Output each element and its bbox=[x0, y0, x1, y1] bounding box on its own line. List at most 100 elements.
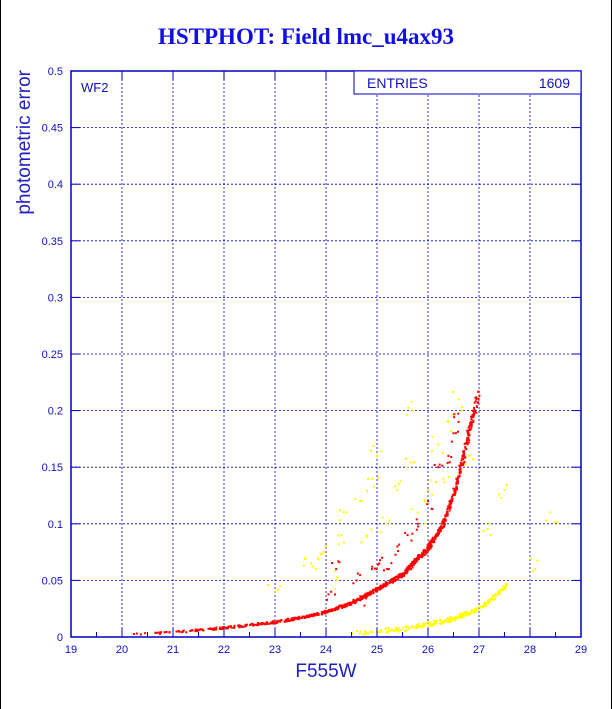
data-point bbox=[336, 607, 339, 610]
data-point bbox=[406, 566, 409, 569]
data-point bbox=[446, 420, 449, 423]
data-point bbox=[503, 588, 506, 591]
data-point bbox=[306, 616, 309, 619]
data-point bbox=[388, 629, 391, 632]
data-point bbox=[251, 623, 254, 626]
data-point bbox=[477, 390, 480, 393]
data-point bbox=[427, 500, 429, 503]
data-point bbox=[325, 611, 328, 614]
data-point bbox=[273, 621, 276, 624]
data-point bbox=[398, 575, 401, 578]
data-point bbox=[135, 632, 138, 635]
data-point bbox=[473, 409, 476, 412]
data-point bbox=[450, 500, 453, 503]
data-point bbox=[412, 561, 415, 564]
data-point bbox=[376, 563, 379, 566]
data-point bbox=[365, 489, 368, 492]
data-point bbox=[470, 423, 473, 426]
data-point bbox=[458, 464, 461, 467]
data-point bbox=[407, 568, 410, 571]
data-point bbox=[378, 562, 381, 565]
data-point bbox=[276, 588, 279, 591]
data-point bbox=[335, 568, 338, 571]
data-point bbox=[196, 630, 199, 633]
data-point bbox=[406, 534, 409, 537]
data-point bbox=[494, 597, 497, 600]
y-tick-label: 0.45 bbox=[42, 123, 63, 135]
data-point bbox=[313, 612, 316, 615]
data-point bbox=[326, 598, 329, 601]
data-point bbox=[397, 483, 400, 486]
data-point bbox=[386, 568, 389, 571]
data-point bbox=[272, 620, 275, 623]
data-point bbox=[239, 625, 242, 628]
data-point bbox=[394, 553, 397, 556]
data-point bbox=[390, 581, 393, 584]
data-point bbox=[491, 598, 494, 601]
data-point bbox=[469, 612, 472, 615]
data-point bbox=[444, 619, 447, 622]
data-point bbox=[375, 587, 378, 590]
data-point bbox=[473, 406, 476, 409]
data-point bbox=[388, 580, 391, 583]
data-point bbox=[412, 563, 415, 566]
data-point bbox=[368, 591, 371, 594]
data-point bbox=[223, 626, 226, 629]
data-point bbox=[375, 568, 378, 571]
data-point bbox=[426, 503, 429, 506]
data-point bbox=[505, 582, 508, 585]
data-point bbox=[432, 538, 435, 541]
data-point bbox=[295, 617, 298, 620]
data-point bbox=[455, 487, 458, 490]
data-point bbox=[191, 629, 194, 632]
data-point bbox=[229, 625, 232, 628]
data-point bbox=[460, 615, 463, 618]
data-point bbox=[267, 584, 270, 587]
data-point bbox=[463, 613, 466, 616]
data-point bbox=[411, 563, 414, 566]
data-point bbox=[290, 618, 293, 621]
data-point bbox=[365, 592, 368, 595]
data-point bbox=[450, 495, 453, 498]
data-point bbox=[470, 418, 473, 421]
y-tick-label: 0.5 bbox=[48, 66, 63, 78]
data-point bbox=[331, 608, 334, 611]
stats-box-frame bbox=[353, 70, 582, 95]
data-point bbox=[458, 468, 461, 471]
data-point bbox=[447, 454, 450, 457]
x-tick-label: 28 bbox=[524, 644, 536, 656]
data-point bbox=[500, 496, 503, 499]
data-point bbox=[448, 620, 451, 623]
data-point bbox=[376, 454, 378, 457]
data-point bbox=[433, 538, 436, 541]
data-point bbox=[372, 590, 375, 593]
data-point bbox=[416, 522, 419, 525]
data-point bbox=[333, 593, 336, 596]
x-tick-label: 27 bbox=[473, 644, 485, 656]
data-point bbox=[320, 611, 323, 614]
data-point bbox=[492, 598, 495, 601]
data-point bbox=[463, 454, 466, 457]
data-point bbox=[460, 409, 463, 412]
data-point bbox=[338, 561, 341, 564]
data-point bbox=[431, 507, 434, 510]
data-point bbox=[455, 615, 458, 618]
data-point bbox=[474, 396, 477, 399]
data-point bbox=[365, 597, 368, 600]
data-point bbox=[322, 611, 325, 614]
data-point bbox=[549, 511, 552, 514]
data-point bbox=[449, 618, 452, 621]
data-point bbox=[144, 632, 147, 635]
data-point bbox=[292, 617, 295, 620]
data-point bbox=[381, 585, 384, 588]
data-point bbox=[448, 500, 451, 503]
data-point bbox=[433, 623, 436, 626]
data-point bbox=[462, 612, 465, 615]
data-point bbox=[426, 547, 429, 550]
data-point bbox=[401, 574, 404, 577]
data-point bbox=[355, 600, 358, 603]
panel-label: WF2 bbox=[81, 80, 108, 95]
data-point bbox=[265, 621, 268, 624]
data-point bbox=[459, 471, 462, 474]
data-point bbox=[416, 511, 419, 514]
